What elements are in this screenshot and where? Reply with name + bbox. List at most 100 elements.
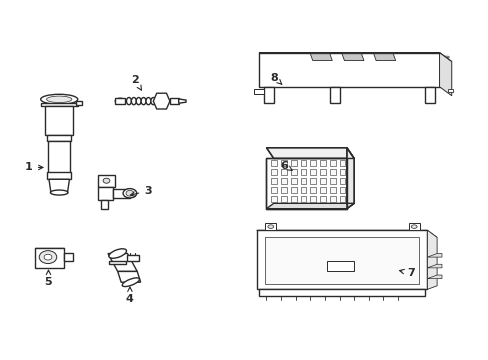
Polygon shape <box>266 158 346 209</box>
Ellipse shape <box>122 278 139 287</box>
Bar <box>281 178 286 184</box>
Bar <box>329 160 335 166</box>
Bar <box>290 169 296 175</box>
Polygon shape <box>35 248 64 268</box>
Bar <box>339 187 345 193</box>
Polygon shape <box>76 101 82 105</box>
Polygon shape <box>427 275 441 279</box>
Bar <box>281 187 286 193</box>
Polygon shape <box>45 107 73 135</box>
Bar <box>329 187 335 193</box>
Bar <box>320 187 325 193</box>
Bar <box>300 187 306 193</box>
Ellipse shape <box>410 225 416 228</box>
Ellipse shape <box>131 98 136 105</box>
Ellipse shape <box>109 249 126 258</box>
Bar <box>300 196 306 202</box>
Bar <box>290 160 296 166</box>
Ellipse shape <box>136 98 141 105</box>
Polygon shape <box>64 253 73 261</box>
Text: 4: 4 <box>126 287 134 304</box>
Polygon shape <box>427 264 441 268</box>
Polygon shape <box>264 87 273 103</box>
Bar <box>281 169 286 175</box>
Polygon shape <box>98 175 115 187</box>
Polygon shape <box>113 189 130 198</box>
Bar <box>254 89 264 94</box>
Text: 5: 5 <box>44 270 52 287</box>
Ellipse shape <box>50 190 68 195</box>
Polygon shape <box>266 148 353 158</box>
Polygon shape <box>346 148 353 209</box>
Polygon shape <box>256 230 436 237</box>
Bar <box>320 169 325 175</box>
Bar <box>339 196 345 202</box>
Bar <box>329 196 335 202</box>
Bar <box>290 187 296 193</box>
Polygon shape <box>41 103 78 107</box>
Polygon shape <box>259 53 439 87</box>
Bar <box>310 160 316 166</box>
Polygon shape <box>115 98 125 104</box>
Ellipse shape <box>126 190 134 196</box>
Polygon shape <box>127 255 139 261</box>
Bar <box>310 178 316 184</box>
Bar <box>300 169 306 175</box>
Polygon shape <box>439 53 451 96</box>
Polygon shape <box>259 289 424 296</box>
Ellipse shape <box>103 178 110 183</box>
Bar <box>300 160 306 166</box>
Bar <box>265 237 418 284</box>
Bar <box>408 223 419 230</box>
Ellipse shape <box>126 98 131 105</box>
Polygon shape <box>341 54 363 60</box>
Bar <box>329 169 335 175</box>
Text: 2: 2 <box>131 75 141 90</box>
Polygon shape <box>49 179 69 193</box>
Bar <box>271 160 277 166</box>
Polygon shape <box>108 253 137 271</box>
Bar <box>447 89 452 92</box>
Polygon shape <box>101 200 108 209</box>
Polygon shape <box>47 135 71 140</box>
Polygon shape <box>259 53 451 62</box>
Text: 6: 6 <box>280 161 292 171</box>
Bar <box>310 187 316 193</box>
Bar <box>310 196 316 202</box>
Bar <box>339 169 345 175</box>
Polygon shape <box>109 261 126 264</box>
Ellipse shape <box>115 98 125 104</box>
Text: 8: 8 <box>270 73 281 84</box>
Bar <box>327 261 353 271</box>
Polygon shape <box>153 93 169 109</box>
Text: 3: 3 <box>130 186 151 196</box>
Ellipse shape <box>41 94 78 104</box>
Text: 7: 7 <box>399 268 414 278</box>
Bar <box>271 178 277 184</box>
Bar <box>339 160 345 166</box>
Bar <box>265 223 276 230</box>
Polygon shape <box>48 140 70 173</box>
Bar <box>290 178 296 184</box>
Polygon shape <box>178 99 185 103</box>
Bar <box>320 160 325 166</box>
Ellipse shape <box>39 251 57 264</box>
Polygon shape <box>266 203 353 209</box>
Ellipse shape <box>267 225 273 228</box>
Ellipse shape <box>44 254 52 260</box>
Bar <box>271 169 277 175</box>
Polygon shape <box>427 230 436 289</box>
Polygon shape <box>310 54 331 60</box>
Bar <box>339 178 345 184</box>
Bar <box>290 196 296 202</box>
Bar <box>320 196 325 202</box>
Ellipse shape <box>123 189 137 198</box>
Polygon shape <box>47 172 71 179</box>
Text: 1: 1 <box>25 162 43 172</box>
Bar <box>271 187 277 193</box>
Polygon shape <box>169 98 178 104</box>
Bar <box>281 160 286 166</box>
Bar <box>300 178 306 184</box>
Polygon shape <box>427 253 441 257</box>
Polygon shape <box>373 54 395 60</box>
